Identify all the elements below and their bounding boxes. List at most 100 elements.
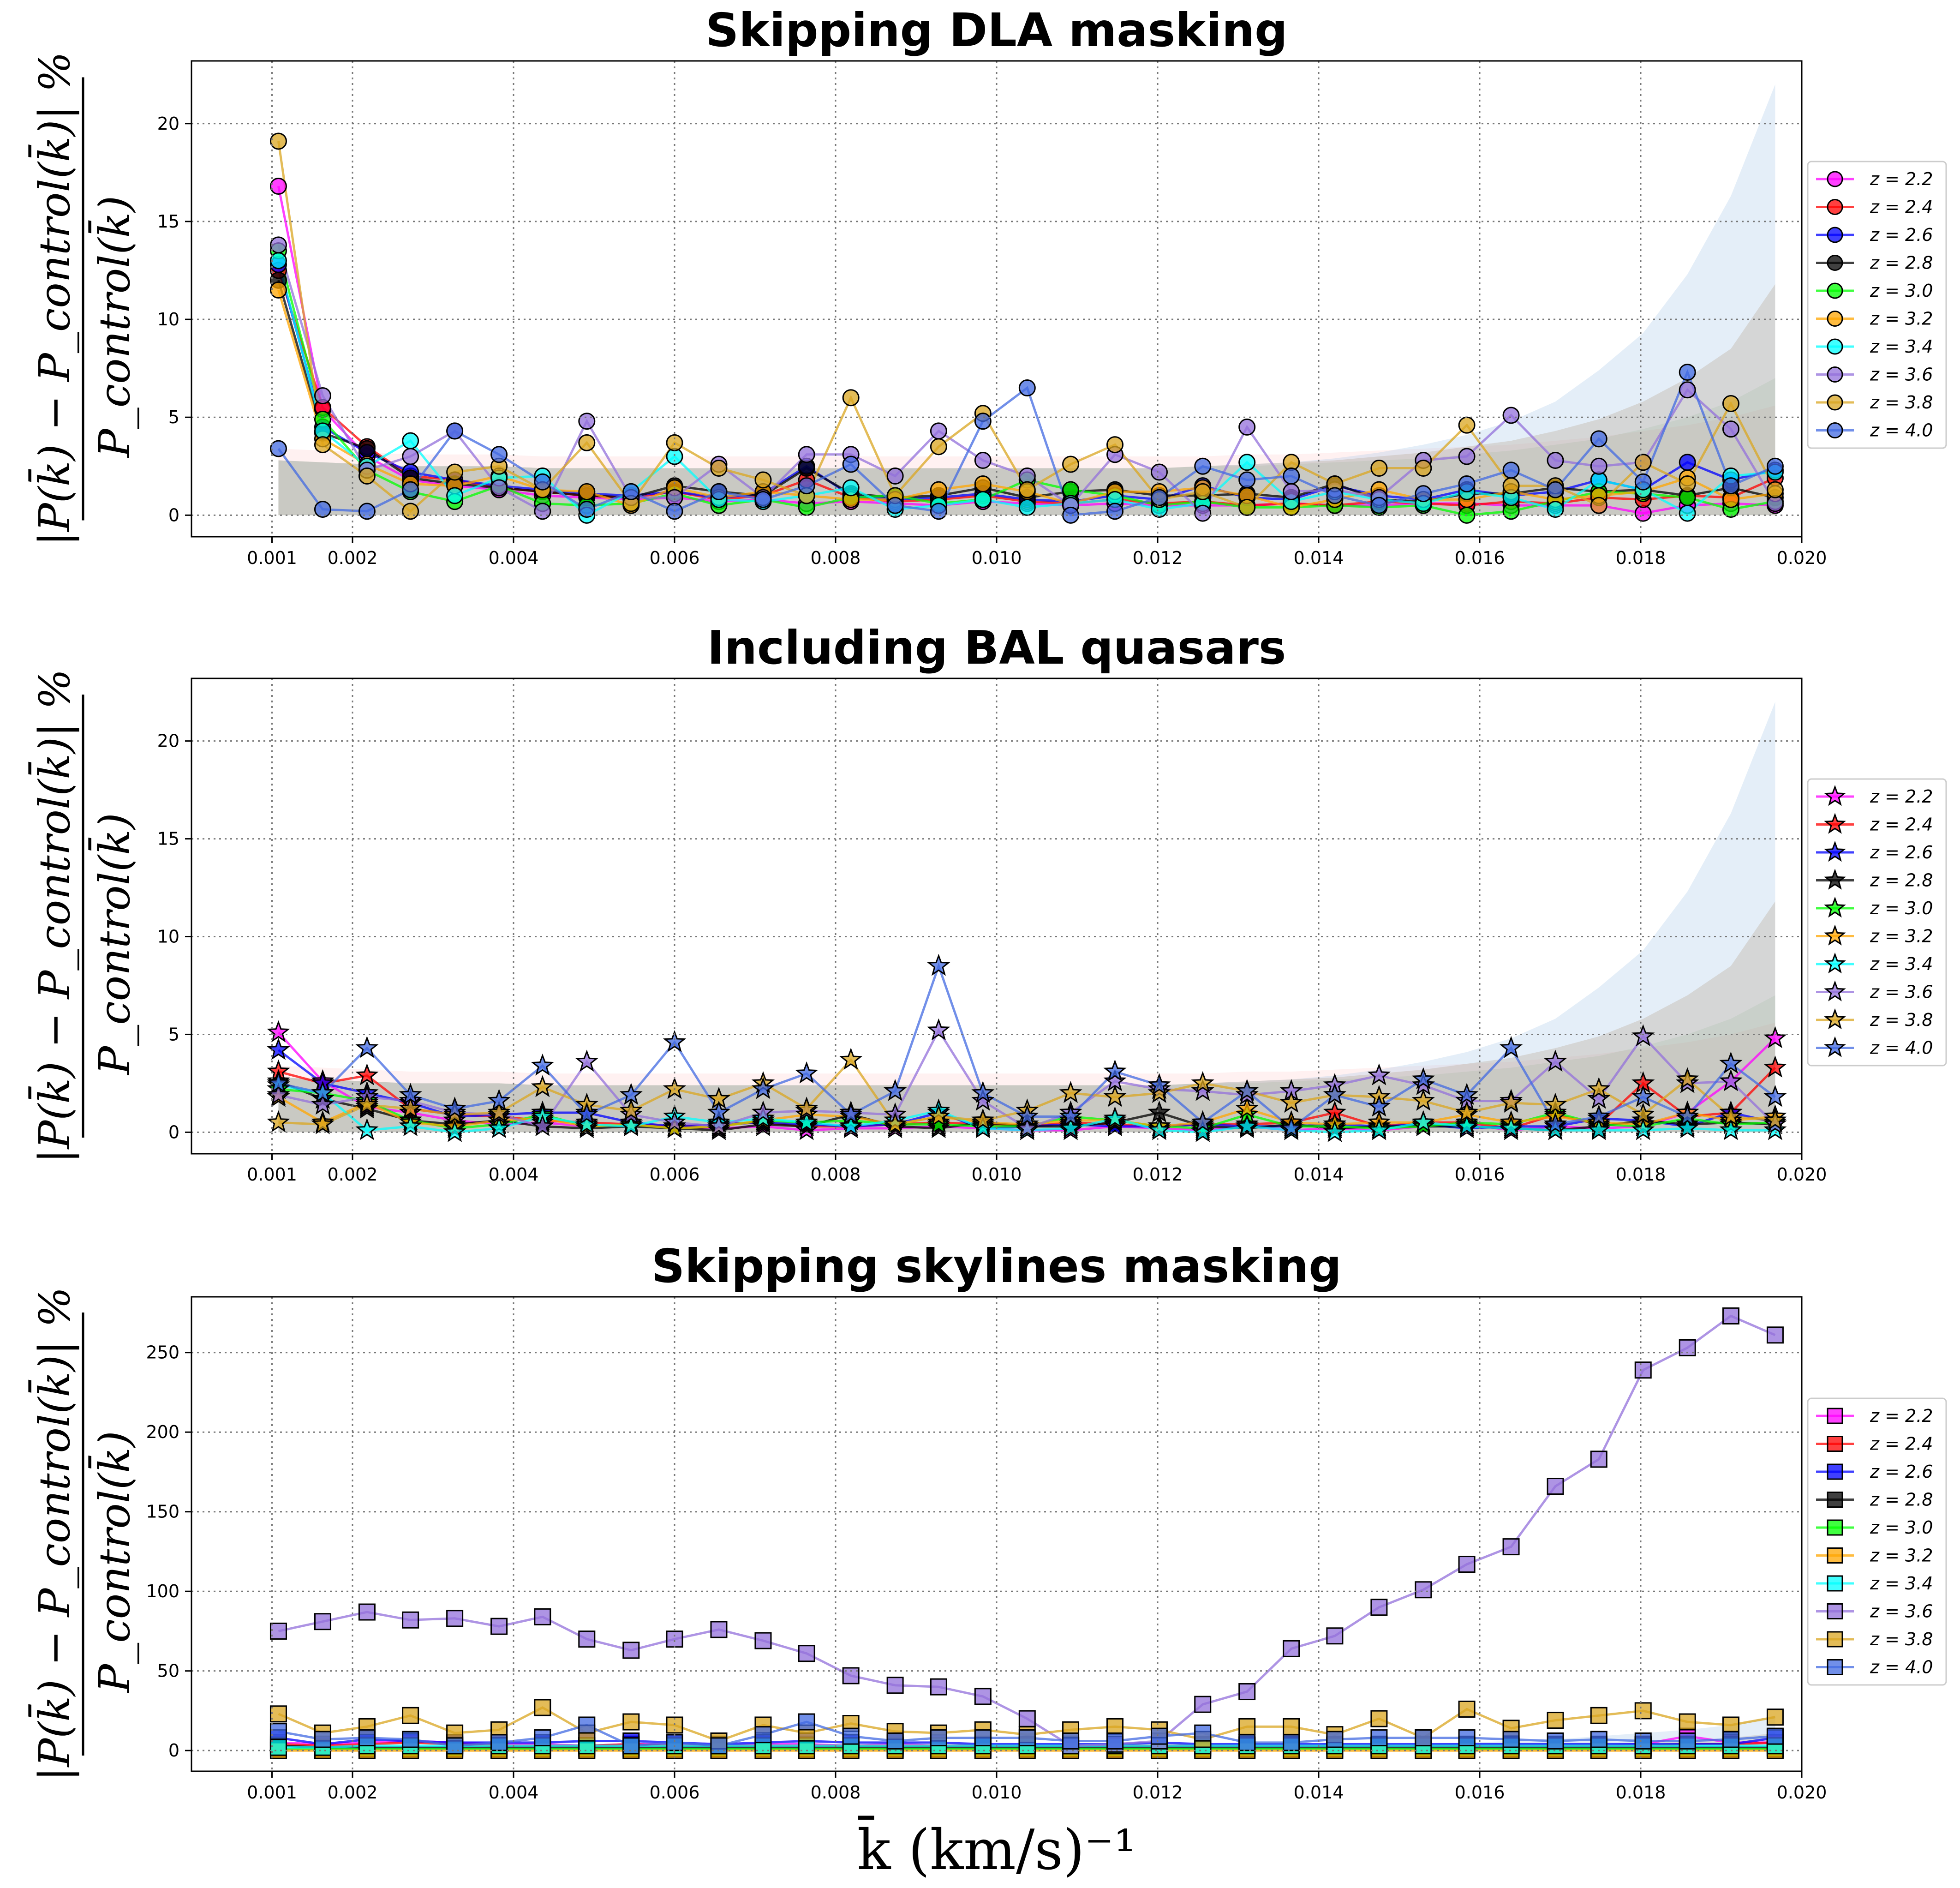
data-point xyxy=(666,1734,683,1751)
legend-label: z = 4.0 xyxy=(1870,1657,1933,1678)
data-point xyxy=(710,460,728,477)
x-tick-label: 0.002 xyxy=(328,548,378,568)
legend-label: z = 3.2 xyxy=(1870,1546,1933,1566)
data-point xyxy=(710,483,728,500)
data-point xyxy=(971,1108,995,1131)
legend-marker xyxy=(1827,1575,1843,1592)
data-point xyxy=(707,1114,731,1136)
data-point xyxy=(1455,1100,1479,1123)
legend-marker xyxy=(1824,896,1846,918)
data-point xyxy=(974,491,992,508)
data-point xyxy=(927,1018,950,1041)
data-point xyxy=(1719,1104,1743,1127)
y-tick-label: 20 xyxy=(157,114,179,134)
legend-label: z = 3.0 xyxy=(1870,1517,1933,1538)
data-point xyxy=(1150,1727,1168,1745)
data-point xyxy=(314,501,331,518)
data-point xyxy=(1062,456,1080,473)
data-point xyxy=(974,413,992,430)
data-point xyxy=(1766,457,1784,475)
data-point xyxy=(974,1729,992,1747)
y-tick-label: 0 xyxy=(168,1122,179,1142)
data-point xyxy=(1679,381,1696,399)
data-point xyxy=(1194,504,1212,522)
data-point xyxy=(622,483,640,500)
legend-marker xyxy=(1824,1008,1846,1030)
data-point xyxy=(971,1116,995,1139)
data-point xyxy=(575,1112,598,1134)
y-axis-label-numerator: |P(k̄) − P_control(k̄)| % xyxy=(28,1287,79,1781)
data-point xyxy=(1722,1307,1739,1325)
data-point xyxy=(267,1071,290,1093)
data-point xyxy=(1722,395,1739,412)
data-point xyxy=(269,1738,287,1756)
data-point xyxy=(1415,460,1432,477)
data-point xyxy=(927,1104,950,1127)
data-point xyxy=(487,1116,511,1139)
x-tick-label: 0.008 xyxy=(811,1782,861,1803)
data-point xyxy=(578,1630,596,1648)
legend-marker xyxy=(1827,1659,1843,1675)
data-point xyxy=(1018,498,1036,516)
data-point xyxy=(1590,1450,1607,1468)
data-point xyxy=(1147,1073,1171,1095)
data-point xyxy=(1194,1696,1212,1713)
data-point xyxy=(355,1063,379,1085)
legend: z = 2.2 z = 2.4 z = 2.6 z = 2.8 z = 3.0 z = 3… xyxy=(1807,1397,1947,1686)
data-point xyxy=(930,1678,947,1696)
y-tick-label: 5 xyxy=(168,1024,179,1044)
y-tick-label: 15 xyxy=(157,211,179,232)
data-point xyxy=(1766,1727,1784,1745)
y-tick-label: 0 xyxy=(168,1740,179,1761)
panel-title: Skipping DLA masking xyxy=(705,3,1288,57)
data-point xyxy=(1367,1094,1391,1117)
data-point xyxy=(1763,1026,1787,1049)
uncertainty-band xyxy=(278,284,1775,515)
data-point xyxy=(1370,1599,1388,1616)
x-tick-label: 0.006 xyxy=(650,1782,700,1803)
data-point xyxy=(314,436,331,454)
data-point xyxy=(402,1611,419,1629)
legend-marker xyxy=(1827,1492,1843,1508)
y-tick-label: 5 xyxy=(168,407,179,427)
data-point xyxy=(531,1075,554,1097)
data-point xyxy=(1676,1067,1699,1090)
data-point xyxy=(1763,1085,1787,1107)
uncertainty-band xyxy=(278,901,1775,1133)
data-point xyxy=(534,473,551,491)
data-point xyxy=(1587,1104,1611,1127)
panel-title: Including BAL quasars xyxy=(707,621,1286,675)
legend: z = 2.2 z = 2.4 z = 2.6 z = 2.8 z = 3.0 z = 3… xyxy=(1807,778,1947,1067)
legend-label: z = 2.4 xyxy=(1870,1434,1933,1454)
data-point xyxy=(578,413,596,430)
data-point xyxy=(1415,1581,1432,1599)
y-tick-label: 250 xyxy=(146,1343,179,1363)
data-point xyxy=(269,252,287,270)
data-point xyxy=(1150,489,1168,506)
data-point xyxy=(930,422,947,440)
y-tick-label: 10 xyxy=(157,309,179,330)
data-point xyxy=(619,1098,643,1121)
data-point xyxy=(446,422,464,440)
data-point xyxy=(1499,1091,1523,1113)
x-tick-label: 0.012 xyxy=(1133,1782,1183,1803)
data-point xyxy=(1238,471,1256,489)
legend-label: z = 2.2 xyxy=(1870,1406,1933,1426)
data-point xyxy=(710,1621,728,1638)
legend-marker xyxy=(1827,171,1843,187)
data-point xyxy=(886,1677,904,1694)
data-point xyxy=(622,1642,640,1659)
data-point xyxy=(1679,475,1696,492)
legend-label: z = 2.6 xyxy=(1870,842,1933,863)
legend-label: z = 2.2 xyxy=(1870,786,1933,807)
y-axis-label-numerator: |P(k̄) − P_control(k̄)| % xyxy=(28,52,79,546)
legend-label: z = 3.2 xyxy=(1870,309,1933,329)
data-point xyxy=(1679,1713,1696,1731)
data-point xyxy=(886,467,904,485)
data-point xyxy=(355,1036,379,1058)
data-point xyxy=(269,132,287,150)
data-point xyxy=(446,1737,464,1755)
legend-label: z = 3.8 xyxy=(1870,1629,1933,1649)
data-point xyxy=(402,448,419,465)
data-point xyxy=(754,1726,772,1744)
